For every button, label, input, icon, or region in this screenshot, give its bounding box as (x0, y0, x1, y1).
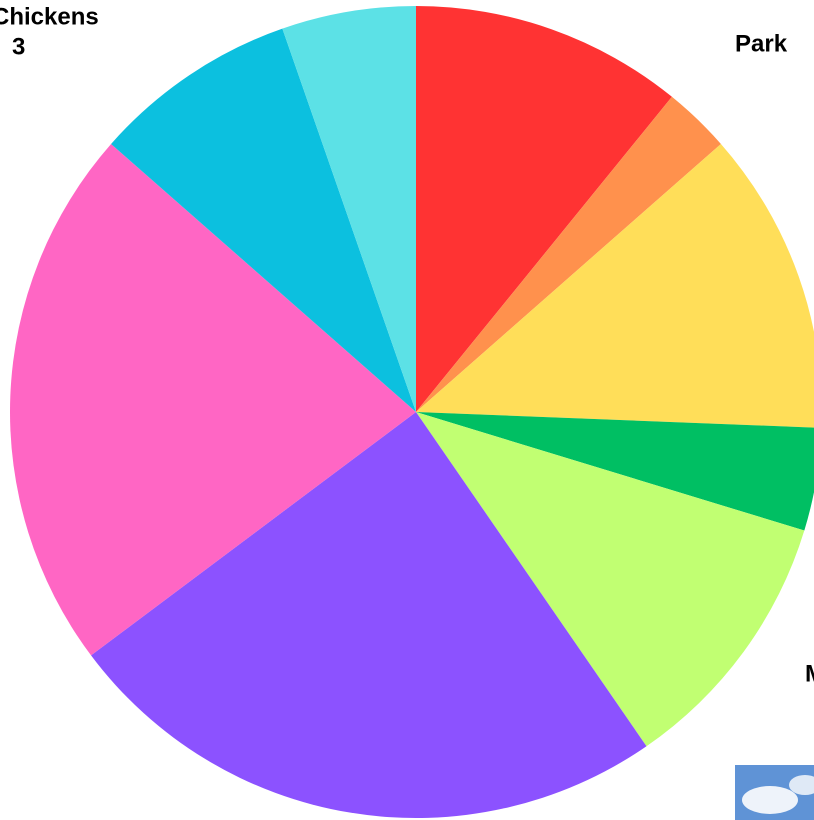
chart: Park M Chickens 3 (0, 0, 814, 820)
slice-label: M (805, 660, 814, 687)
slice-label: Park (735, 30, 788, 57)
page: {"chart_data": {"type": "pie", "categori… (0, 0, 814, 820)
slice-label: Chickens (0, 3, 99, 30)
slice-value-label: 3 (12, 33, 25, 60)
photo-thumbnail (735, 765, 814, 820)
